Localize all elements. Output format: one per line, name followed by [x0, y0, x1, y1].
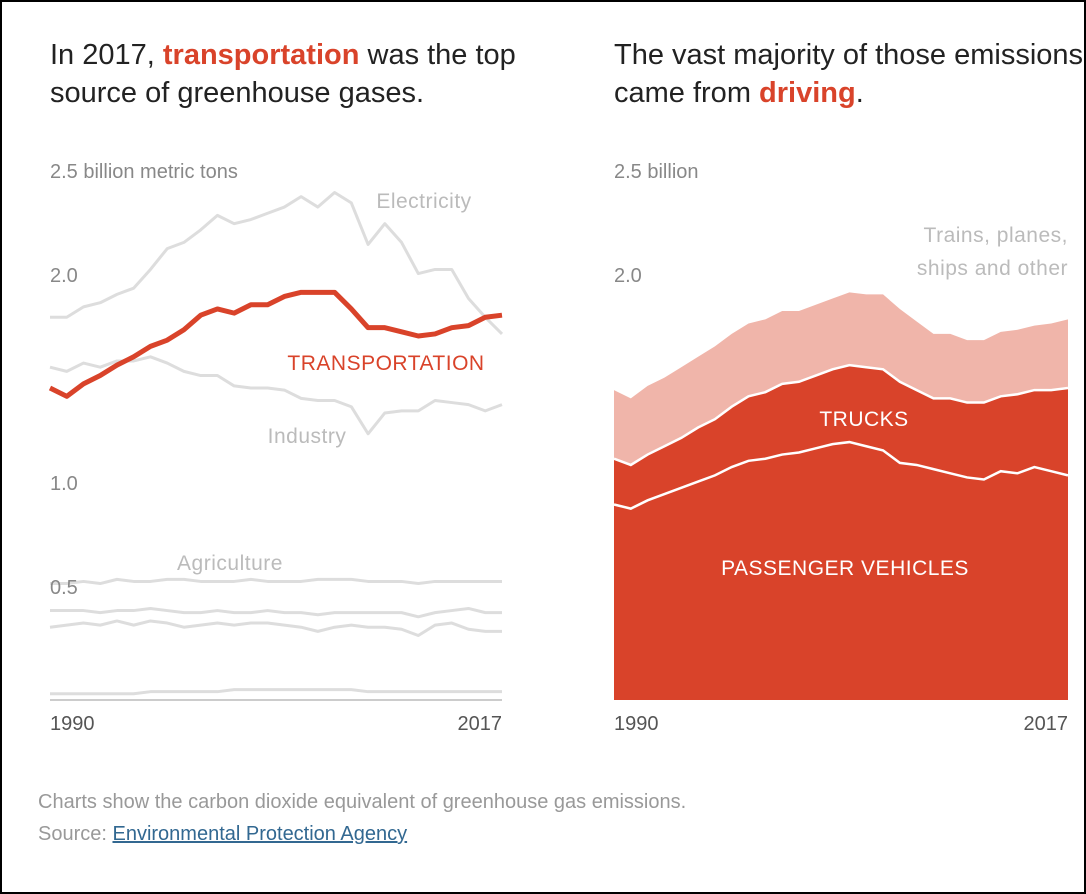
x-tick-label: 1990 [614, 713, 659, 735]
source-link[interactable]: Environmental Protection Agency [112, 823, 408, 845]
series-label: Industry [267, 425, 347, 448]
series-label: Trains, planes, ships and other [916, 224, 1068, 280]
footer: Charts show the carbon dioxide equivalen… [38, 786, 686, 850]
title-text: . [855, 77, 864, 109]
series-area [614, 442, 1068, 700]
y-tick-label: 2.0 [614, 265, 642, 287]
series-label: Electricity [376, 190, 472, 213]
x-tick-label: 2017 [458, 713, 503, 735]
series-line [50, 577, 502, 586]
y-tick-label: 2.5 billion [614, 161, 699, 183]
title-highlight: transportation [162, 39, 360, 71]
series-label: Agriculture [177, 552, 283, 575]
series-separator [613, 440, 1069, 510]
y-tick-label: 1.0 [50, 473, 78, 495]
y-tick-label: 2.0 [50, 265, 78, 287]
y-tick-label: 0.5 [50, 577, 78, 599]
y-tick-label: 2.5 billion metric tons [50, 161, 238, 183]
series-line [50, 688, 502, 696]
series-label: TRUCKS [819, 408, 909, 431]
series-label: TRANSPORTATION [287, 352, 485, 375]
title-text: was the top source of greenhouse gases. [50, 39, 516, 109]
title-highlight: driving [759, 77, 856, 109]
x-tick-label: 2017 [1024, 713, 1069, 735]
series-separator [613, 363, 1069, 467]
series-label: PASSENGER VEHICLES [721, 557, 969, 580]
chart-title: In 2017, transportation was the top sour… [50, 36, 550, 112]
series-line [48, 289, 503, 399]
x-tick-label: 1990 [50, 713, 95, 735]
source: Source: Environmental Protection Agency [38, 818, 686, 850]
note: Charts show the carbon dioxide equivalen… [38, 791, 687, 813]
series-line [49, 619, 502, 638]
title-text: The vast majority of those emissions cam… [614, 39, 1084, 109]
series-line [50, 606, 502, 619]
chart-title: The vast majority of those emissions cam… [614, 36, 1086, 112]
series-line [50, 190, 504, 335]
source-prefix: Source: [38, 823, 113, 845]
title-text: In 2017, [50, 39, 163, 71]
